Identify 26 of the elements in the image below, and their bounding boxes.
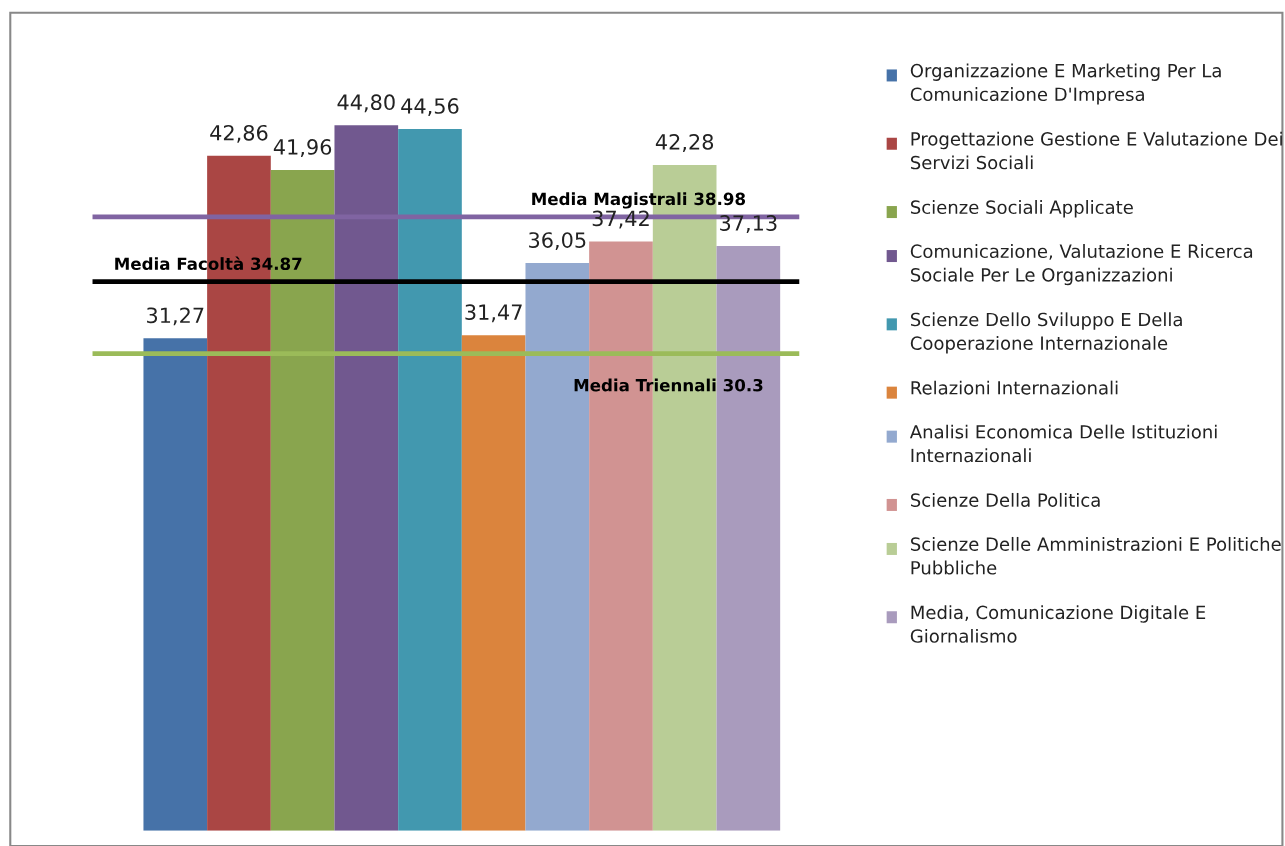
legend-label: Scienze Dello Sviluppo E Della Cooperazione Internazionale [910,312,1182,354]
bar [716,246,781,831]
bar [461,335,526,831]
bar [143,338,208,831]
data-label: 42,86 [210,124,268,143]
legend-label: Scienze Della Politica [910,492,1100,507]
legend-label: Scienze Sociali Applicate [910,200,1133,218]
ref-line-label: Media Magistrali 38.98 [532,192,746,209]
ref-line-label: Media Triennali 30.3 [574,378,763,392]
data-label: 37,13 [720,215,777,233]
data-label: 44,80 [337,94,395,113]
data-label: 44,56 [401,98,459,116]
data-label: 42,28 [655,134,714,152]
bar [334,125,399,831]
legend-label: Analisi Economica Delle Istituzioni Internazionali [909,424,1217,463]
legend-label: Progettazione Gestione E Valutazione Dei Servizi Sociali [910,131,1282,170]
data-label: 41,96 [273,139,332,157]
data-label: 36,05 [529,232,586,251]
bar [398,129,462,831]
data-label: 31,27 [147,307,204,326]
legend-label: Comunicazione, Valutazione E Ricerca Sociale Per Le Organizzazioni [910,244,1253,286]
legend-label: Media, Comunicazione Digitale E Giornalismo [910,605,1206,643]
data-label: 31,47 [465,304,522,323]
legend-label: Scienze Delle Amministrazioni E Politiche Pubbliche [910,536,1281,575]
legend-label: Relazioni Internazionali [911,380,1118,395]
legend-label: Organizzazione E Marketing Per La Comunicazione D'Impresa [910,63,1221,105]
